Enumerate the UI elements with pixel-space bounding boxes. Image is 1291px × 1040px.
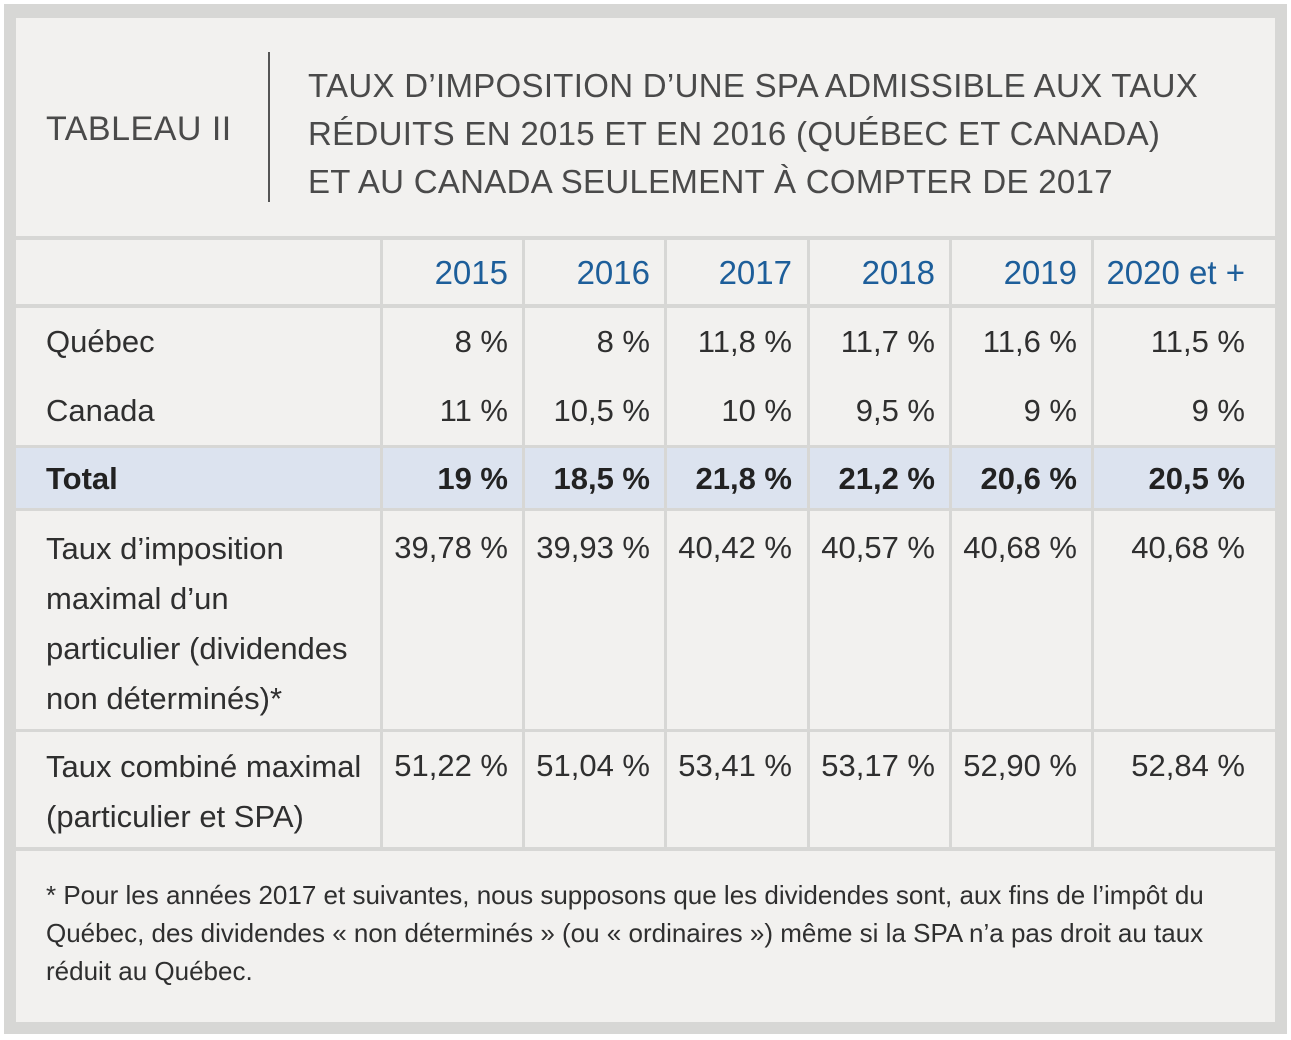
label-line: Taux combiné maximal: [46, 749, 362, 784]
column-divider-2: [522, 240, 525, 847]
year-2016: 2016: [576, 254, 650, 291]
taux-combine-2020-plus: 52,84 %: [1131, 748, 1245, 783]
quebec-2017: 11,8 %: [697, 324, 792, 359]
title-line-3: ET AU CANADA SEULEMENT À COMPTER DE 2017: [308, 163, 1113, 200]
year-2018: 2018: [861, 254, 935, 291]
table-frame: TABLEAU II TAUX D’IMPOSITION D’UNE SPA A…: [4, 4, 1287, 1034]
table-title: TAUX D’IMPOSITION D’UNE SPA ADMISSIBLE A…: [308, 62, 1248, 206]
label-line: particulier (dividendes: [46, 631, 348, 666]
column-divider-5: [949, 240, 952, 847]
row-label-canada: Canada: [46, 393, 155, 428]
title-line-1: TAUX D’IMPOSITION D’UNE SPA ADMISSIBLE A…: [308, 67, 1199, 104]
column-divider-1: [380, 240, 383, 847]
canada-2015: 11 %: [439, 393, 508, 428]
total-2017: 21,8 %: [695, 461, 792, 496]
total-2016: 18,5 %: [553, 461, 650, 496]
year-2019: 2019: [1003, 254, 1077, 291]
total-2020-plus: 20,5 %: [1148, 461, 1245, 496]
column-divider-6: [1091, 240, 1094, 847]
separator-top: [16, 236, 1275, 240]
row-label-taux-combine: Taux combiné maximal (particulier et SPA…: [46, 742, 361, 842]
label-line: (particulier et SPA): [46, 799, 304, 834]
footnote: * Pour les années 2017 et suivantes, nou…: [46, 880, 1204, 986]
total-2018: 21,2 %: [838, 461, 935, 496]
quebec-2018: 11,7 %: [840, 324, 935, 359]
quebec-2016: 8 %: [596, 324, 650, 359]
label-line: Taux d’imposition: [46, 531, 284, 566]
taux-combine-2018: 53,17 %: [821, 748, 935, 783]
header-divider: [268, 52, 270, 202]
total-row-band: [16, 448, 1275, 508]
taux-combine-2016: 51,04 %: [536, 748, 650, 783]
year-2015: 2015: [434, 254, 508, 291]
taux-imposition-2018: 40,57 %: [821, 530, 935, 565]
separator-total-bottom: [16, 508, 1275, 511]
separator-total-top: [16, 445, 1275, 448]
quebec-2015: 8 %: [454, 324, 508, 359]
year-2017: 2017: [718, 254, 792, 291]
row-label-taux-imposition: Taux d’imposition maximal d’un particuli…: [46, 524, 348, 724]
separator-years: [16, 304, 1275, 308]
canada-2019: 9 %: [1023, 393, 1077, 428]
canada-2018: 9,5 %: [855, 393, 935, 428]
quebec-2020-plus: 11,5 %: [1150, 324, 1245, 359]
taux-combine-2017: 53,41 %: [678, 748, 792, 783]
tableau-label: TABLEAU II: [46, 110, 232, 148]
separator-row-4: [16, 729, 1275, 732]
taux-combine-2019: 52,90 %: [963, 748, 1077, 783]
table-card: TABLEAU II TAUX D’IMPOSITION D’UNE SPA A…: [16, 18, 1275, 1022]
taux-imposition-2015: 39,78 %: [394, 530, 508, 565]
taux-imposition-2019: 40,68 %: [963, 530, 1077, 565]
row-label-quebec: Québec: [46, 324, 155, 359]
row-label-total: Total: [46, 461, 118, 496]
taux-imposition-2020-plus: 40,68 %: [1131, 530, 1245, 565]
column-divider-4: [807, 240, 810, 847]
label-line: non déterminés)*: [46, 681, 283, 716]
canada-2016: 10,5 %: [553, 393, 650, 428]
column-divider-3: [664, 240, 667, 847]
taux-combine-2015: 51,22 %: [394, 748, 508, 783]
title-line-2: RÉDUITS EN 2015 ET EN 2016 (QUÉBEC ET CA…: [308, 115, 1161, 152]
taux-imposition-2017: 40,42 %: [678, 530, 792, 565]
separator-bottom: [16, 847, 1275, 851]
canada-2020-plus: 9 %: [1191, 393, 1245, 428]
total-2015: 19 %: [437, 461, 508, 496]
quebec-2019: 11,6 %: [982, 324, 1077, 359]
table-header: TABLEAU II TAUX D’IMPOSITION D’UNE SPA A…: [16, 18, 1275, 236]
canada-2017: 10 %: [721, 393, 792, 428]
total-2019: 20,6 %: [980, 461, 1077, 496]
year-2020-plus: 2020 et +: [1106, 254, 1245, 291]
label-line: maximal d’un: [46, 581, 229, 616]
taux-imposition-2016: 39,93 %: [536, 530, 650, 565]
